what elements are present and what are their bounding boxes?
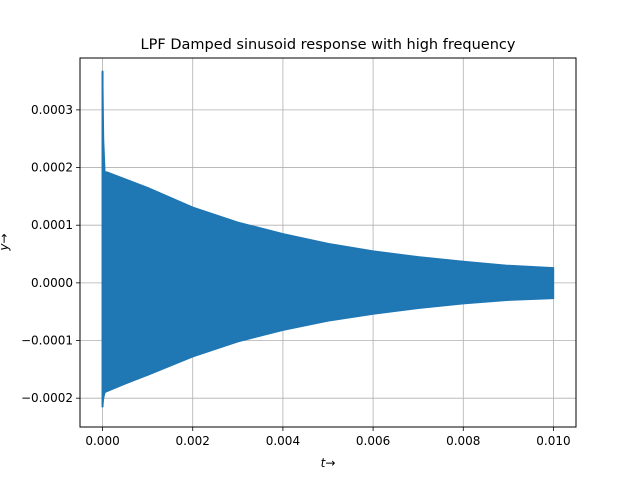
series-lower-point bbox=[124, 383, 126, 385]
series-upper-point bbox=[552, 267, 555, 269]
y-tick-label: 0.0001 bbox=[31, 218, 73, 232]
plot-frame bbox=[79, 57, 577, 428]
series-lower-point bbox=[101, 406, 104, 408]
y-tick-label: 0.0003 bbox=[31, 103, 73, 117]
series-upper-point bbox=[237, 221, 239, 223]
series-upper-point bbox=[124, 178, 126, 180]
x-tick-label: 0.010 bbox=[536, 434, 570, 448]
series-lower-point bbox=[327, 320, 329, 322]
series-lower-point bbox=[192, 356, 194, 358]
series-upper-point bbox=[106, 171, 108, 173]
series-group bbox=[101, 70, 555, 408]
series-upper-point bbox=[327, 243, 329, 245]
series-lower-point bbox=[147, 374, 149, 376]
series-lower-point bbox=[552, 297, 555, 300]
x-ticks: 0.000 0.002 0.004 0.006 0.008 0.010 bbox=[85, 427, 571, 448]
x-tick-label: 0.002 bbox=[176, 434, 210, 448]
series-lower-point bbox=[282, 329, 284, 331]
series-upper-point bbox=[372, 250, 374, 252]
series-upper-point bbox=[102, 138, 105, 140]
y-tick-label: 0.0000 bbox=[31, 276, 73, 290]
x-tick-label: 0.006 bbox=[356, 434, 390, 448]
series-lower-point bbox=[462, 303, 464, 305]
y-axis-label: y→ bbox=[0, 233, 11, 251]
series-upper-point bbox=[147, 187, 149, 189]
y-ticks: −0.0002 −0.0001 0.0000 0.0001 0.0002 0.0003 bbox=[21, 103, 80, 405]
series-lower-point bbox=[417, 307, 419, 309]
series-upper-point bbox=[417, 256, 419, 258]
series-lower-point bbox=[104, 391, 106, 394]
series-lower-point bbox=[102, 397, 105, 399]
x-tick-label: 0.008 bbox=[446, 434, 480, 448]
series-lower-point bbox=[507, 299, 509, 301]
series-upper-point bbox=[282, 233, 284, 235]
series-lower-point bbox=[106, 390, 108, 392]
x-axis-label: t→ bbox=[321, 456, 336, 470]
series-upper-point bbox=[101, 70, 104, 72]
y-tick-label: −0.0001 bbox=[21, 334, 73, 348]
y-tick-label: −0.0002 bbox=[21, 391, 73, 405]
series-lower-point bbox=[237, 341, 239, 343]
series-lower-point bbox=[372, 313, 374, 315]
series-upper-point bbox=[462, 260, 464, 263]
series-upper-point bbox=[192, 206, 194, 208]
chart-title: LPF Damped sinusoid response with high f… bbox=[141, 37, 516, 53]
x-tick-label: 0.004 bbox=[266, 434, 300, 448]
x-tick-label: 0.000 bbox=[85, 434, 119, 448]
series-upper-point bbox=[507, 264, 509, 267]
series-upper-point bbox=[104, 171, 106, 173]
y-tick-label: 0.0002 bbox=[31, 161, 73, 175]
